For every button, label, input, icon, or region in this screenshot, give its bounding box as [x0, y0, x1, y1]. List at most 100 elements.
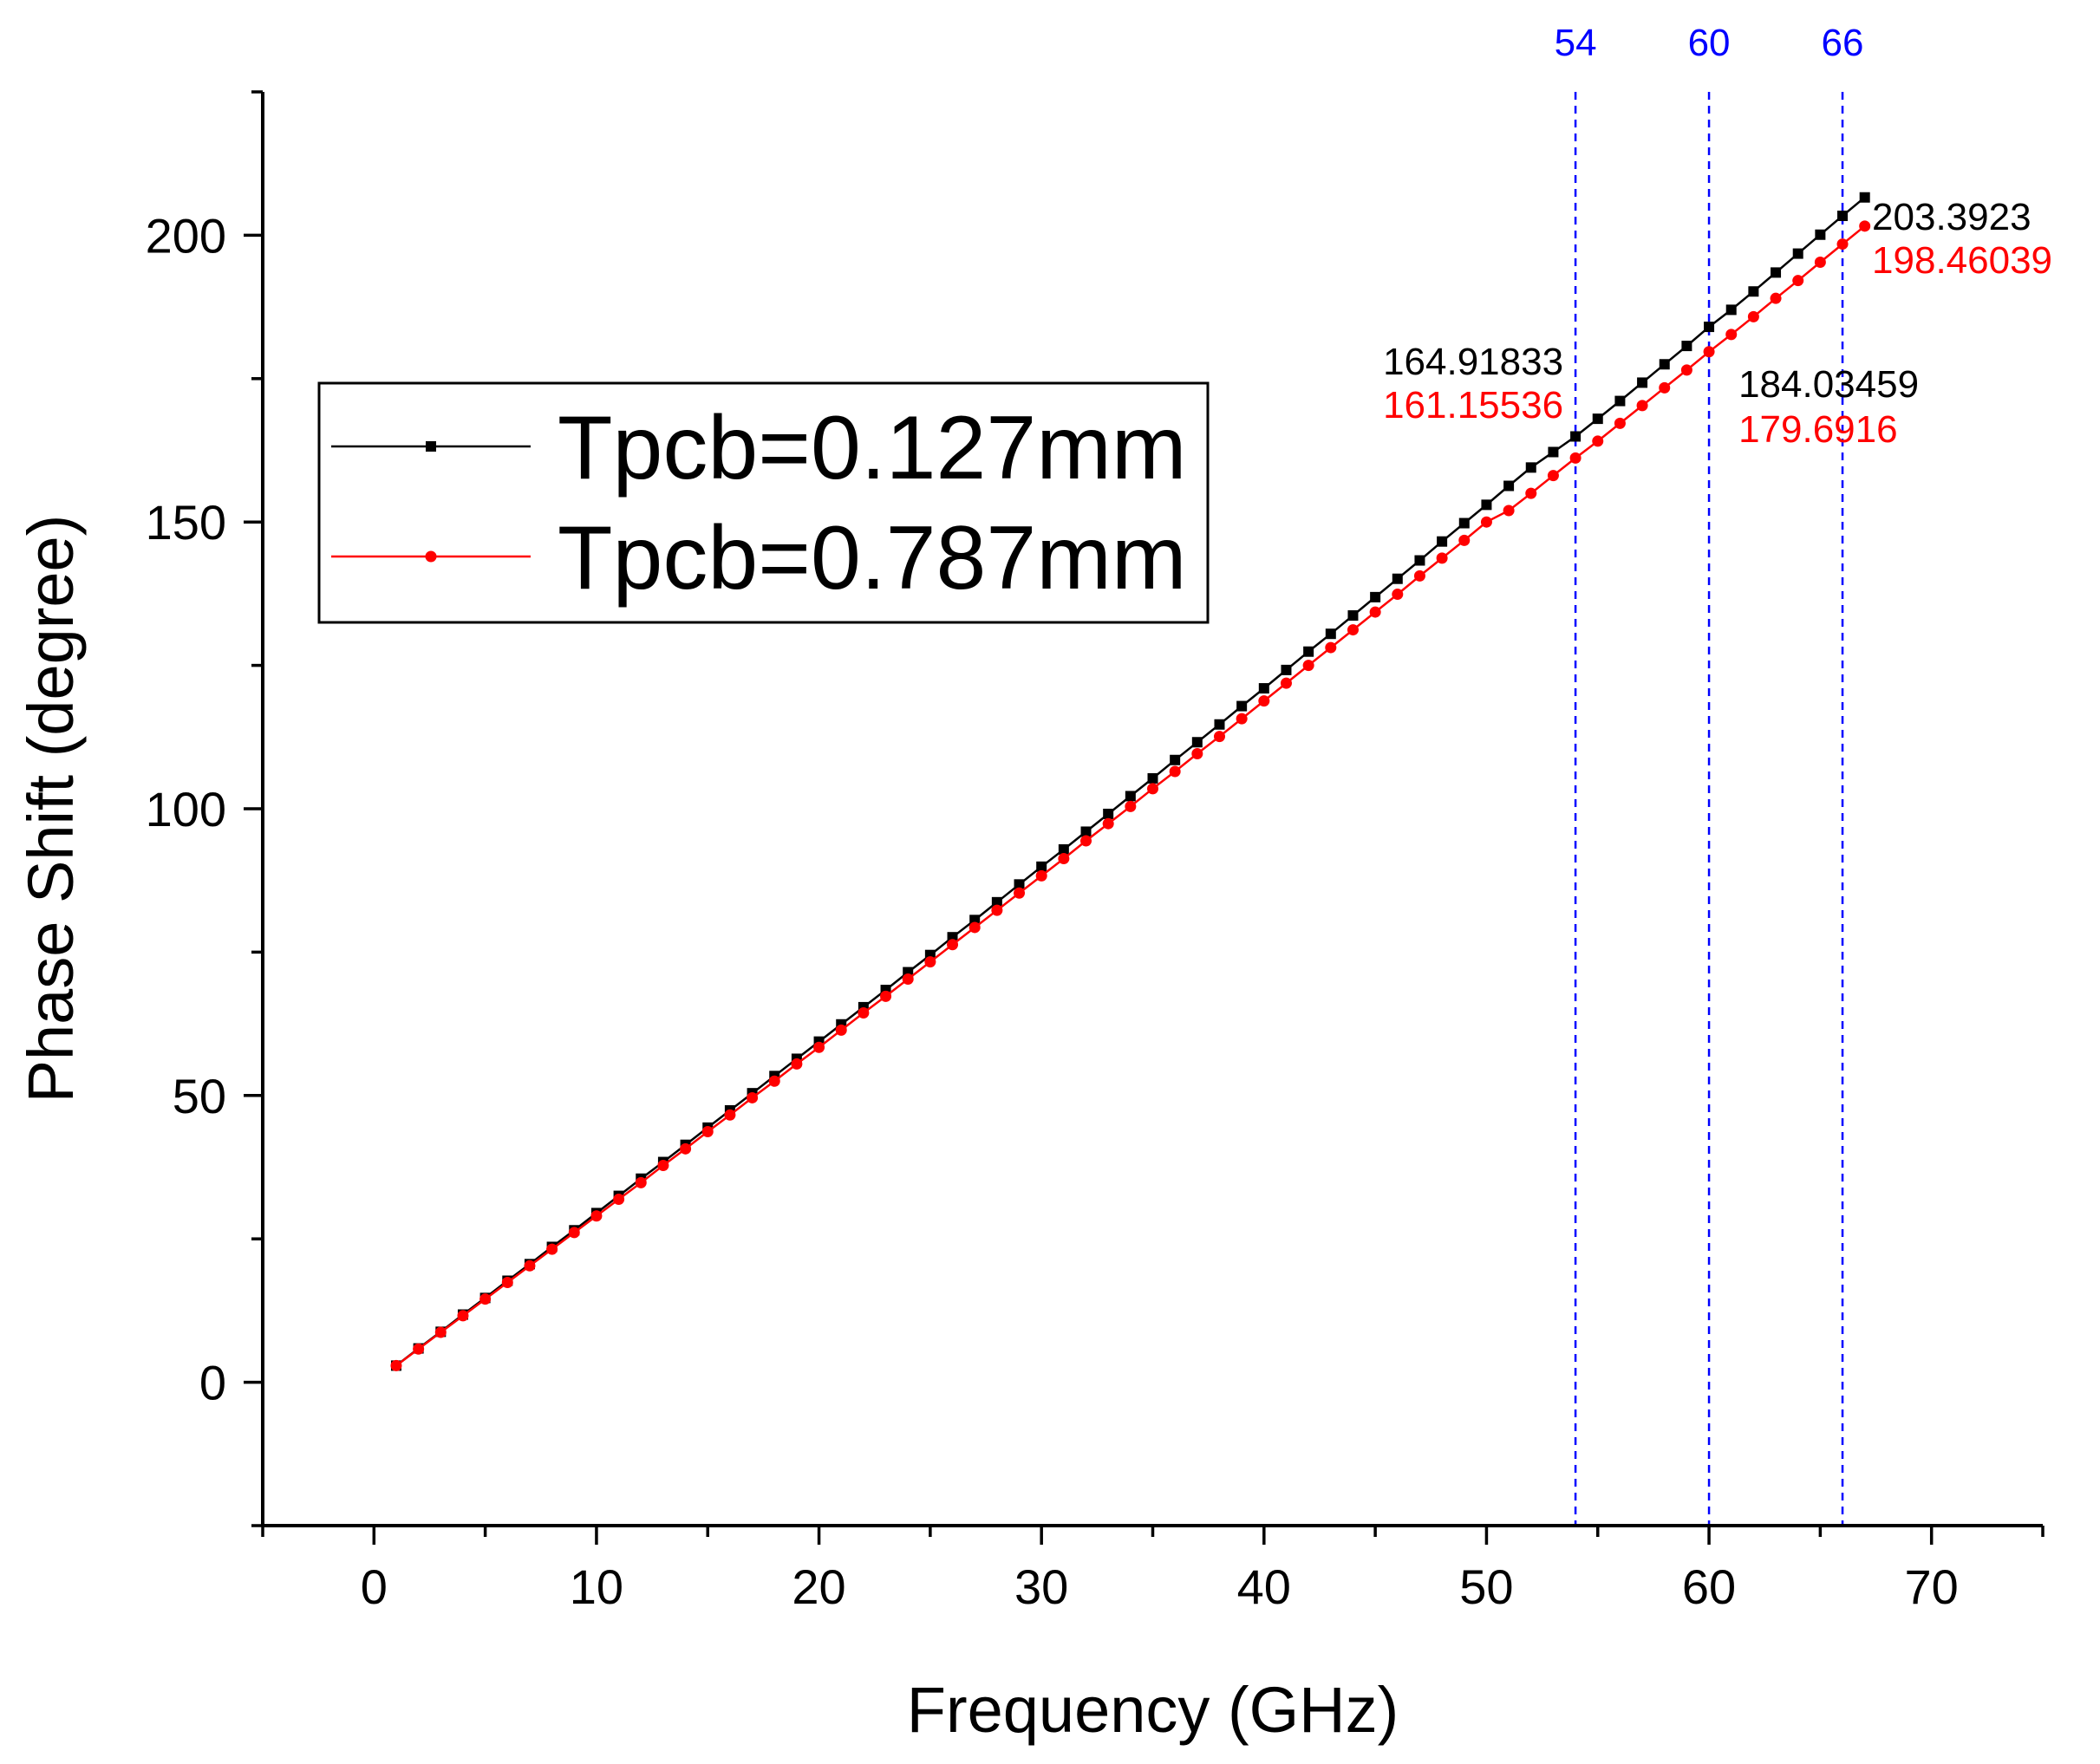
series-1-point [1236, 700, 1248, 712]
series-2-point [1102, 817, 1114, 830]
series-2-point [1392, 589, 1404, 601]
reference-lines: 54 60 66 [1555, 22, 1864, 1526]
series-2-point [902, 973, 914, 985]
series-2-point [1347, 624, 1359, 636]
y-tick-label: 100 [146, 782, 226, 836]
x-tick-label: 50 [1459, 1559, 1513, 1614]
series-2-point [858, 1007, 870, 1019]
series-2-point [1302, 660, 1314, 672]
series-1-point [1191, 737, 1203, 748]
series-1-point [1325, 628, 1336, 640]
annotation-label: 179.6916 [1738, 408, 1898, 451]
x-tick-label: 20 [792, 1559, 845, 1614]
y-tick-label: 150 [146, 495, 226, 550]
y-axis-title: Phase Shift (degree) [15, 515, 87, 1103]
vline-label-66: 66 [1822, 22, 1864, 64]
series-1-point [1258, 683, 1269, 694]
series-2-point [1125, 800, 1137, 812]
series-2-point [747, 1091, 759, 1103]
series-2-point [1614, 417, 1626, 429]
series-2-point [1058, 853, 1070, 865]
series-2-point [1770, 292, 1782, 304]
x-tick-label: 30 [1014, 1559, 1068, 1614]
legend-box [317, 381, 1210, 624]
series-1-point [1147, 772, 1158, 784]
series-1-point [1281, 664, 1292, 675]
series-2-point [1859, 220, 1871, 232]
series-1-point [1036, 861, 1047, 872]
series-2-point [1191, 747, 1203, 759]
series-1-point [1125, 791, 1136, 802]
series-2-point [1480, 516, 1492, 528]
series-1-point [1792, 248, 1803, 259]
series-2-point [1080, 835, 1092, 847]
series-2-point [1436, 552, 1448, 564]
series-2-point [1592, 435, 1604, 447]
series-2-point [524, 1260, 536, 1272]
legend-label-2: Tpcb=0.787mm [558, 508, 1186, 609]
series-2-point [1547, 470, 1559, 482]
series-2-point [813, 1041, 825, 1053]
series-2-point [1792, 275, 1804, 287]
series-1-point [1815, 229, 1826, 240]
series-2-point [501, 1276, 513, 1288]
series-2-point [968, 921, 981, 934]
series-1-point [1859, 192, 1870, 203]
series-1-point [1347, 610, 1359, 622]
series-1-point [1414, 555, 1425, 566]
vline-label-60: 60 [1688, 22, 1731, 64]
series-2-point [835, 1024, 847, 1036]
series-2-point [1413, 570, 1425, 582]
series-1-point [1681, 341, 1692, 352]
series-2-point [613, 1194, 625, 1206]
series-2-point [991, 904, 1003, 916]
legend-marker-1 [426, 441, 436, 452]
y-tick-label: 50 [173, 1069, 226, 1123]
series-1-point [1614, 395, 1626, 407]
series-layer [390, 192, 1871, 1371]
series-1-point [1637, 377, 1648, 388]
series-1-point [1592, 413, 1603, 425]
annotation-label: 164.91833 [1383, 341, 1563, 383]
series-1-point [1080, 826, 1092, 837]
series-1-point [1704, 322, 1715, 333]
series-2-point [1725, 329, 1738, 341]
series-1-point [1014, 879, 1025, 890]
series-1-point [1303, 646, 1314, 657]
series-2-point [880, 990, 892, 1002]
x-tick-label: 0 [361, 1559, 388, 1614]
series-2-point [1503, 504, 1515, 517]
series-1-point [1837, 210, 1849, 221]
series-1-point [1503, 480, 1515, 491]
series-2-point [1458, 534, 1471, 546]
series-2-point [635, 1176, 647, 1188]
series-1-point [1525, 462, 1536, 473]
series-2-point [947, 939, 959, 951]
series-2-point [680, 1142, 692, 1155]
series-1-point [1725, 304, 1737, 316]
series-2-point [546, 1243, 558, 1255]
series-2-point [1703, 346, 1715, 358]
series-2-point [657, 1160, 669, 1172]
series-1-point [1437, 536, 1448, 547]
series-2-point [413, 1343, 425, 1355]
series-2-point [1169, 765, 1181, 778]
series-2-point [701, 1125, 714, 1137]
series-2-point [1258, 695, 1270, 707]
y-tick-label: 0 [199, 1356, 226, 1410]
annotation-label: 184.03459 [1738, 363, 1919, 406]
series-2-point [1325, 641, 1337, 654]
series-2-point [1747, 310, 1759, 322]
series-1-point [1458, 517, 1470, 529]
vline-label-54: 54 [1555, 22, 1597, 64]
series-1-point [1481, 499, 1492, 511]
series-2-point [924, 956, 936, 968]
legend-label-1: Tpcb=0.127mm [558, 398, 1186, 498]
series-1-point [991, 896, 1002, 908]
series-2-point [1525, 487, 1537, 499]
series-1-point [1392, 573, 1403, 584]
series-2-point [1836, 238, 1849, 251]
series-1-point [1214, 719, 1225, 730]
